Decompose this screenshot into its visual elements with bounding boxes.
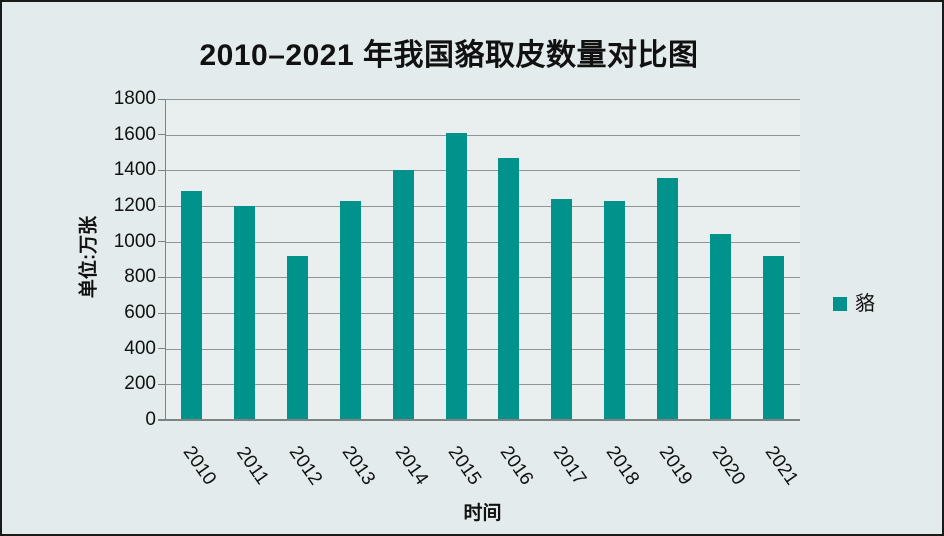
bar-2011 (233, 206, 255, 420)
x-tick-label-2020: 2020 (707, 442, 750, 490)
y-tick-label-1000: 1000 (113, 230, 156, 252)
y-tick-400 (158, 348, 165, 350)
x-tick-label-2015: 2015 (443, 442, 485, 490)
bar-2016 (498, 157, 520, 420)
y-tick-0 (158, 419, 165, 421)
y-tick-label-1400: 1400 (113, 159, 156, 181)
bar-2018 (604, 200, 626, 420)
y-tick-800 (158, 276, 165, 278)
x-tick-label-2017: 2017 (549, 442, 591, 490)
gridline-200 (165, 384, 800, 386)
x-tick-label-2019: 2019 (654, 442, 697, 490)
gridline-1200 (165, 206, 800, 207)
x-tick-label-2016: 2016 (496, 442, 538, 490)
chart-title: 2010–2021 年我国貉取皮数量对比图 (199, 39, 699, 72)
gridline-1800 (165, 99, 800, 100)
bar-2020 (710, 233, 732, 420)
y-tick-label-1800: 1800 (113, 88, 156, 109)
y-tick-1200 (158, 205, 165, 207)
y-axis-line (165, 99, 166, 420)
y-tick-label-400: 400 (124, 337, 156, 359)
gridline-1000 (165, 241, 800, 243)
x-axis-baseline (158, 419, 800, 421)
gridline-1400 (165, 170, 800, 172)
gridline-1600 (165, 134, 800, 136)
x-tick-label-2013: 2013 (337, 442, 379, 490)
y-tick-1000 (158, 241, 165, 243)
y-tick-label-1200: 1200 (113, 195, 156, 216)
bar-2019 (657, 178, 679, 420)
x-tick-label-2010: 2010 (178, 442, 221, 490)
x-tick-label-2018: 2018 (601, 442, 644, 490)
y-tick-600 (158, 312, 165, 314)
gridline-400 (165, 348, 800, 350)
legend: 貉 (833, 293, 875, 315)
y-tick-label-200: 200 (124, 373, 156, 395)
bar-2010 (180, 190, 202, 420)
x-tick-label-2021: 2021 (760, 442, 803, 490)
x-tick-label-2011: 2011 (231, 442, 273, 489)
bar-2014 (392, 170, 414, 420)
x-tick-label-2014: 2014 (390, 442, 432, 490)
bar-2013 (339, 200, 361, 420)
gridline-800 (165, 277, 800, 279)
bar-2021 (763, 255, 785, 420)
y-tick-label-800: 800 (124, 266, 156, 288)
y-tick-200 (158, 383, 165, 385)
x-tick-label-2012: 2012 (284, 442, 326, 490)
bar-2012 (286, 255, 308, 420)
legend-swatch (833, 297, 847, 311)
y-tick-1600 (158, 134, 165, 136)
gridline-600 (165, 313, 800, 314)
y-tick-1400 (158, 169, 165, 171)
y-tick-1800 (158, 98, 165, 100)
x-axis-title: 时间 (463, 503, 502, 524)
y-tick-label-600: 600 (124, 302, 156, 323)
y-tick-label-1600: 1600 (113, 123, 156, 145)
plot-area (165, 99, 800, 420)
y-tick-label-0: 0 (145, 409, 156, 430)
bar-2017 (551, 198, 573, 420)
legend-label: 貉 (855, 293, 875, 315)
bar-2015 (445, 132, 467, 420)
